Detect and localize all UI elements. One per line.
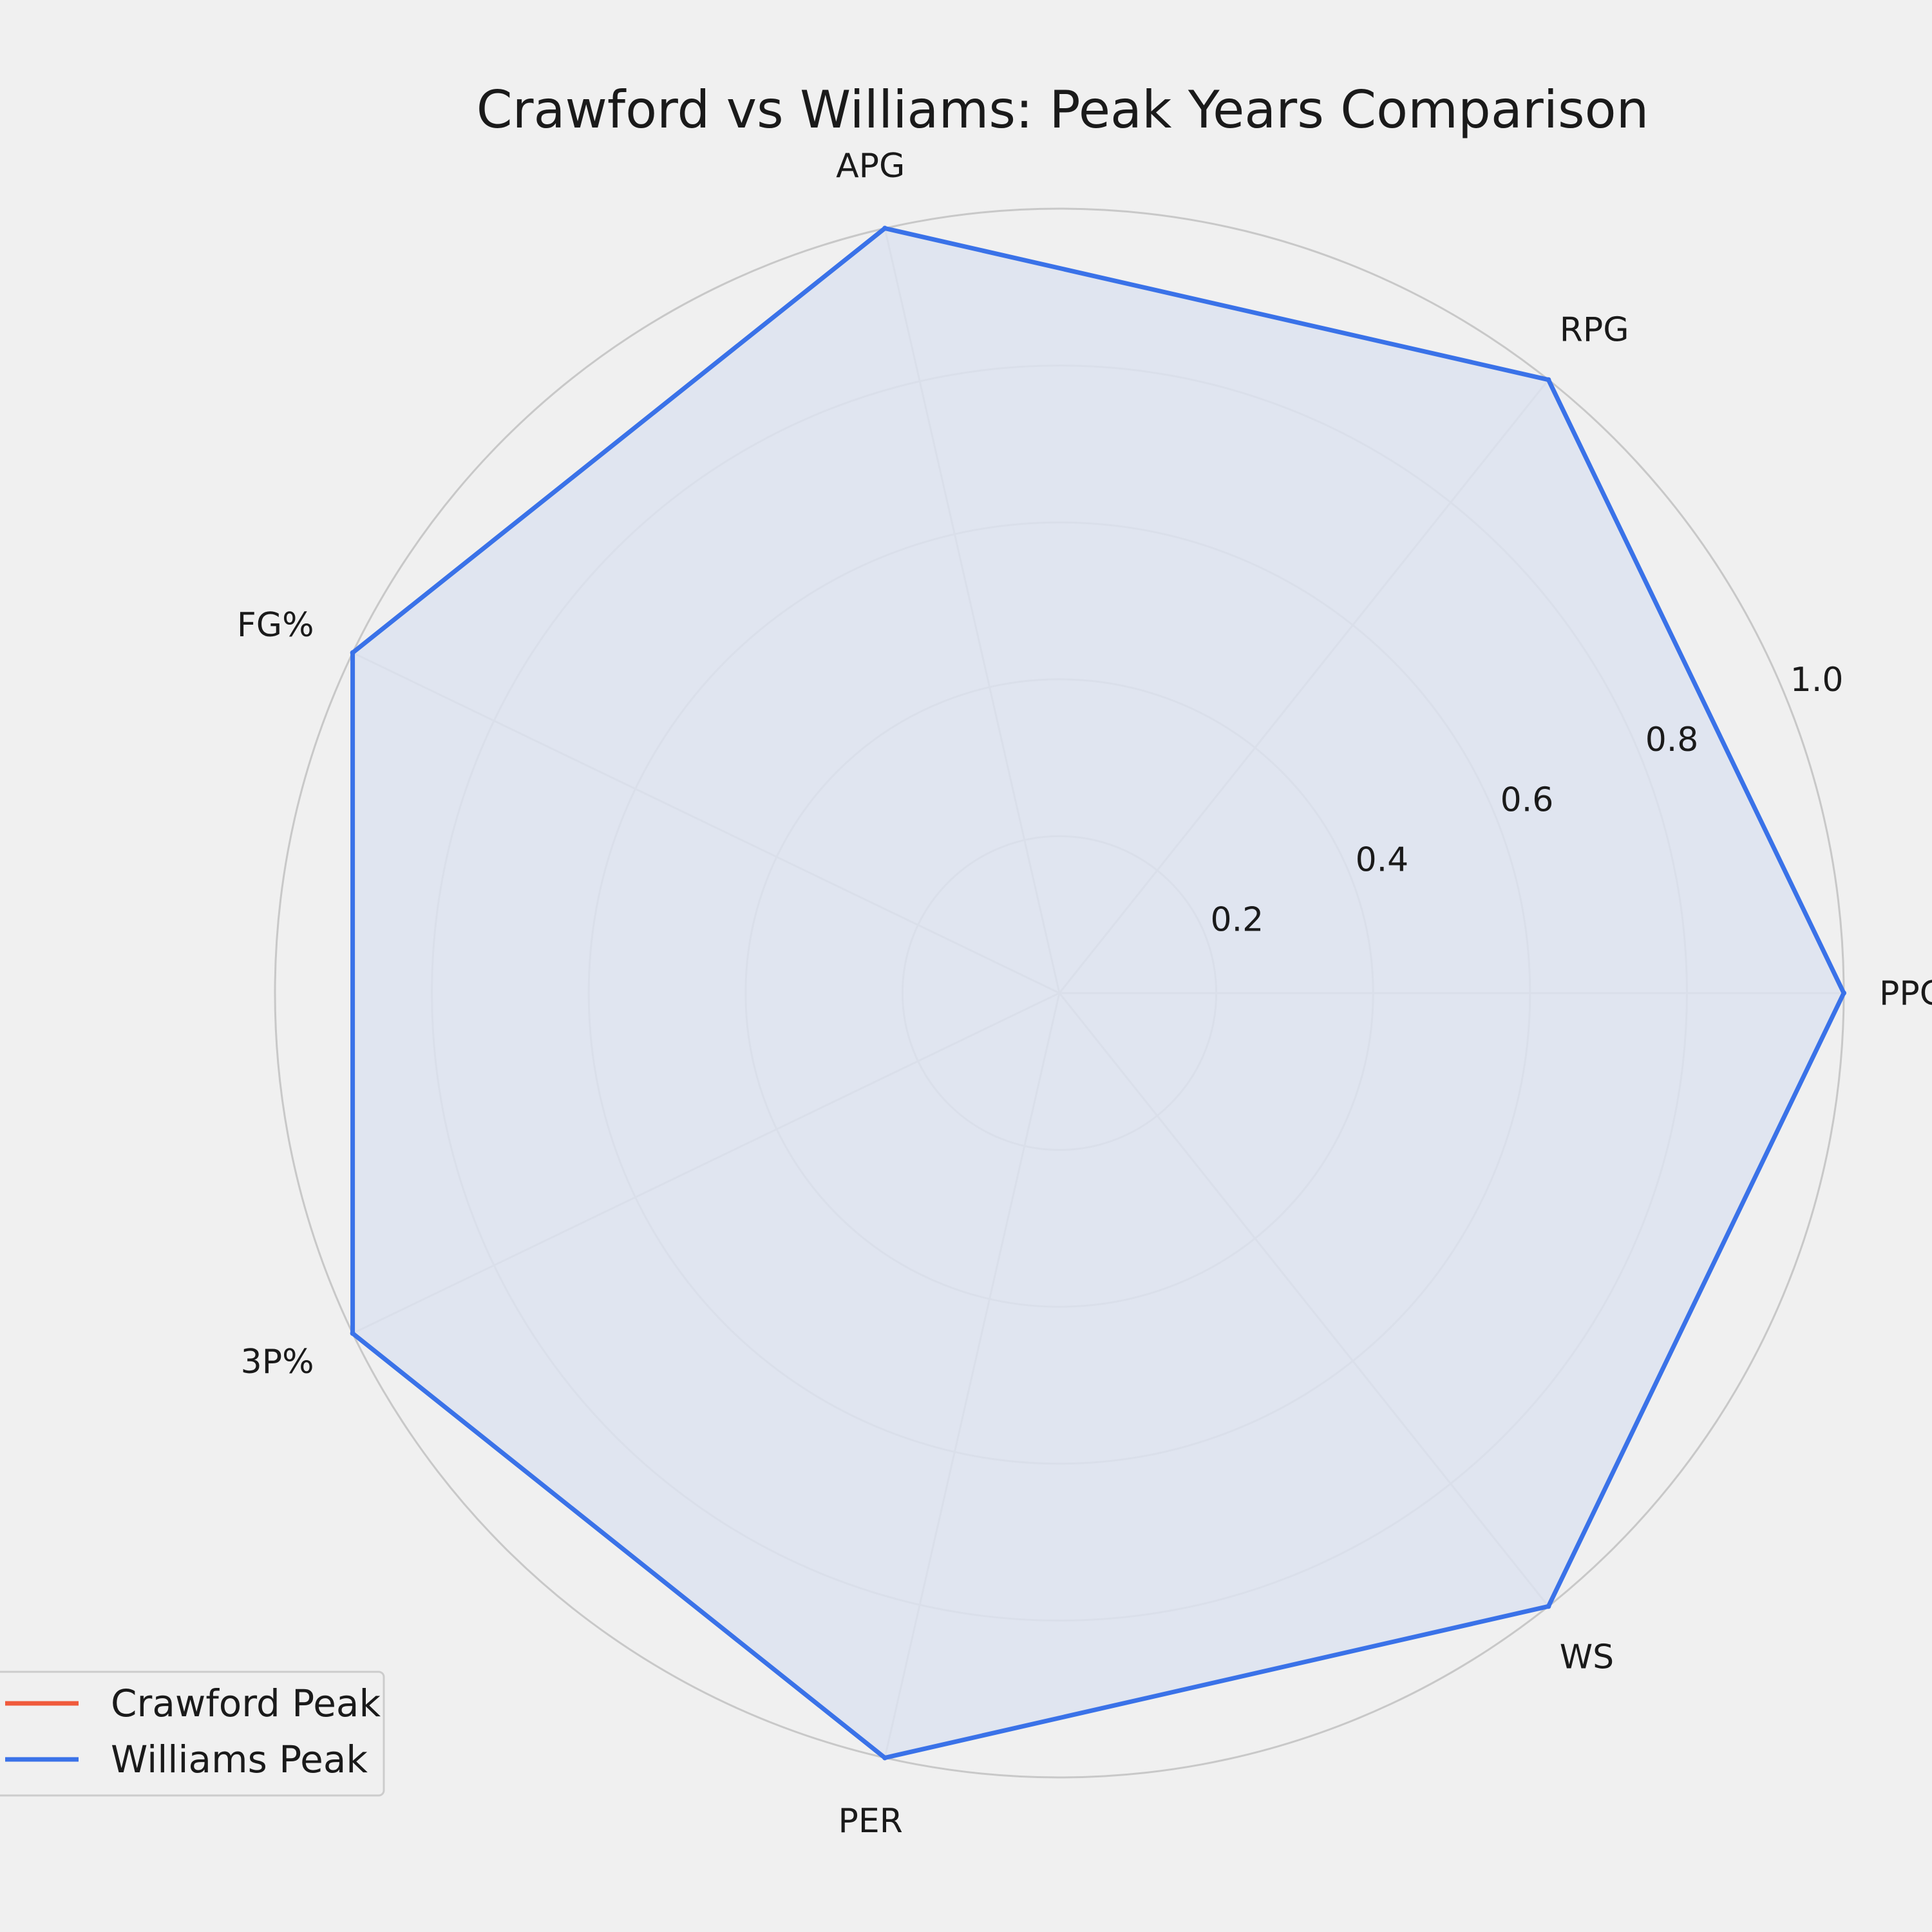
axis-label-ws: WS xyxy=(1560,1638,1614,1676)
radial-tick-label: 0.8 xyxy=(1645,721,1699,759)
tick-layer: 0.2 0.4 0.6 0.8 1.0 xyxy=(1211,661,1844,940)
radial-tick-label: 0.6 xyxy=(1501,781,1554,819)
axis-label-apg: APG xyxy=(836,147,905,185)
series-point xyxy=(882,1755,887,1761)
legend-box xyxy=(0,1671,385,1797)
series-point xyxy=(350,1331,355,1336)
series-layer xyxy=(350,225,1846,1761)
legend: Crawford Peak Williams Peak xyxy=(0,1671,385,1797)
axis-label-3ppct: 3P% xyxy=(241,1343,314,1381)
series-point xyxy=(1546,377,1551,383)
series-line xyxy=(350,225,1846,1761)
legend-label-williams: Williams Peak xyxy=(111,1738,368,1781)
axis-label-ppg: PPG xyxy=(1879,974,1932,1013)
axis-label-rpg: RPG xyxy=(1560,311,1629,350)
radial-tick-label: 0.4 xyxy=(1356,841,1409,880)
chart-title: Crawford vs Williams: Peak Years Compari… xyxy=(477,80,1649,140)
series-point xyxy=(882,225,887,231)
series-fill xyxy=(352,228,1844,1758)
axis-label-layer: PPG RPG APG FG% 3P% PER WS xyxy=(237,147,1932,1841)
axis-label-fgpct: FG% xyxy=(237,606,314,645)
series-point xyxy=(350,650,355,656)
legend-label-crawford: Crawford Peak xyxy=(111,1681,381,1725)
radial-tick-label: 1.0 xyxy=(1790,661,1844,699)
series-point xyxy=(1841,990,1846,996)
radial-tick-label: 0.2 xyxy=(1211,901,1264,940)
series-point xyxy=(1546,1604,1551,1609)
axis-label-per: PER xyxy=(838,1802,903,1841)
